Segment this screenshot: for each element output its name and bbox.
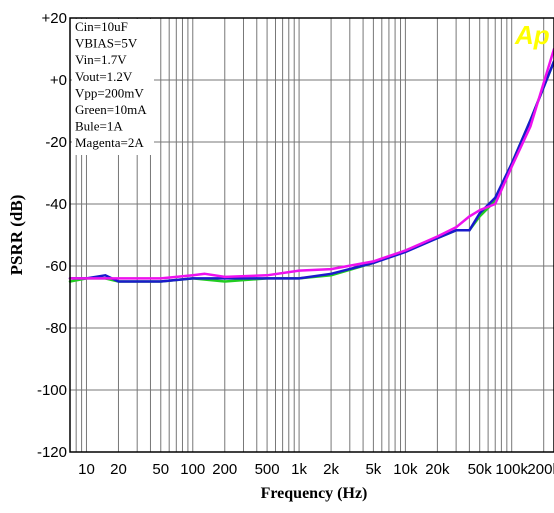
annotation-line: Cin=10uF [75,19,128,34]
annotation-line: Vpp=200mV [75,85,144,100]
series-layer [68,47,554,283]
x-tick-label: 2k [323,461,339,478]
series-line [68,47,554,280]
y-tick-label: -100 [37,382,67,399]
x-tick-label: 200k [527,461,554,478]
annotation-line: Green=10mA [75,102,147,117]
annotation-line: Vin=1.7V [75,52,127,67]
series-line [68,60,554,283]
plot-frame [69,17,554,453]
ap-logo: Ap [514,20,550,50]
y-tick-label: -60 [45,258,67,275]
annotation-line: Vout=1.2V [75,69,133,84]
x-tick-label: 50k [468,461,493,478]
y-tick-label: +0 [50,72,67,89]
x-tick-label: 1k [291,461,307,478]
x-tick-label: 500 [255,461,280,478]
annotation-background [72,19,154,155]
x-tick-label: 200 [212,461,237,478]
y-tick-label: -120 [37,444,67,461]
x-tick-label: 10k [393,461,418,478]
y-tick-label: -20 [45,134,67,151]
annotation-line: Bule=1A [75,119,123,134]
annotation-line: Magenta=2A [75,135,144,150]
x-tick-label: 20k [425,461,450,478]
y-axis-label: PSRR (dB) [7,195,26,276]
x-tick-label: 100 [180,461,205,478]
x-tick-label: 10 [78,461,95,478]
x-tick-label: 50 [152,461,169,478]
x-tick-label: 20 [110,461,127,478]
y-tick-label: -80 [45,320,67,337]
annotation-line: VBIAS=5V [75,36,138,51]
tick-layer: 10 20 50 100 200 500 1k 2k 5k 10k 20k 50k100k200k +2… [37,10,554,478]
y-tick-label: +20 [42,10,67,27]
x-tick-label: 5k [365,461,381,478]
x-axis-label: Frequency (Hz) [261,485,368,502]
y-tick-label: -40 [45,196,67,213]
x-tick-label: 100k [495,461,528,478]
